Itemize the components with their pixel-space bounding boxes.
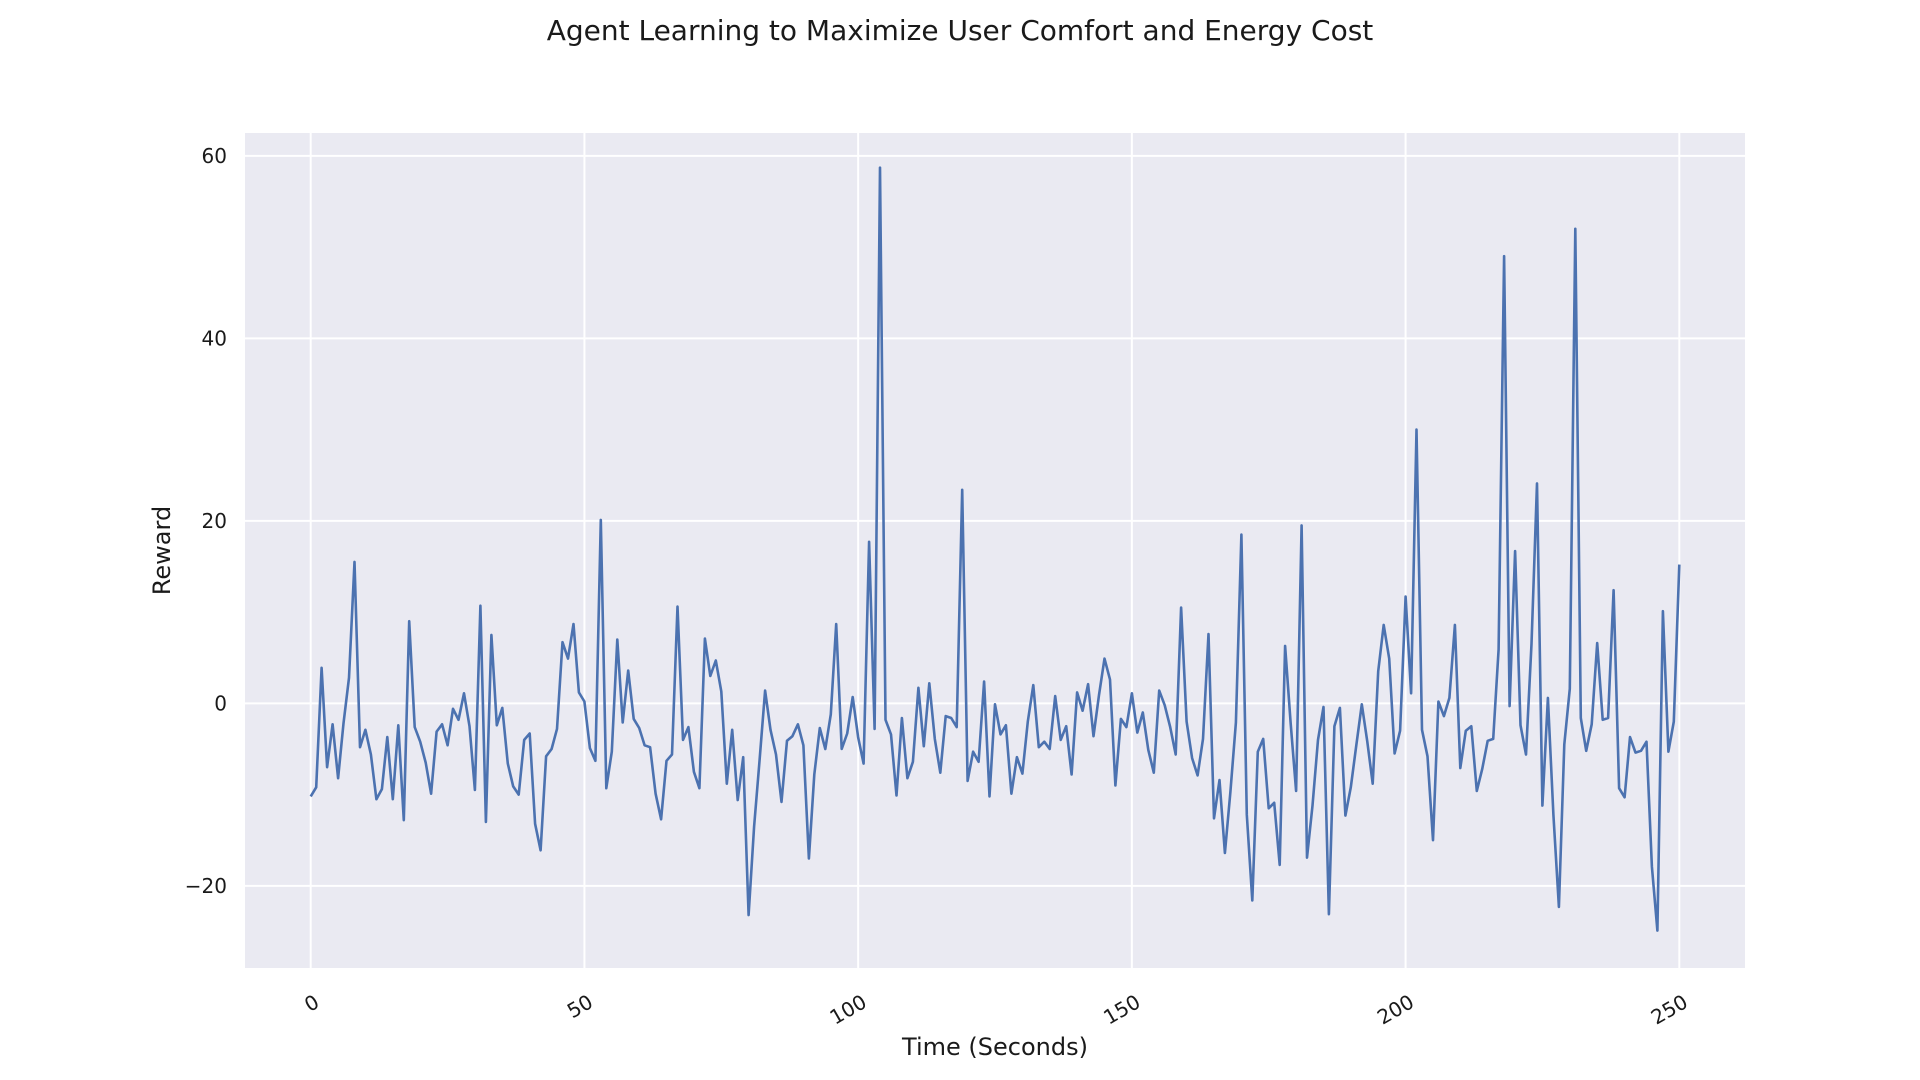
x-tick-label: 150 bbox=[1099, 990, 1144, 1030]
y-tick-label: 40 bbox=[202, 326, 227, 350]
series-line bbox=[309, 166, 1681, 932]
y-tick-label: 20 bbox=[202, 509, 227, 533]
y-tick-label: 60 bbox=[202, 144, 227, 168]
x-tick-label: 250 bbox=[1647, 990, 1692, 1030]
plot-area bbox=[245, 133, 1745, 968]
y-axis-label: Reward bbox=[148, 506, 176, 595]
x-axis-label: Time (Seconds) bbox=[901, 1033, 1088, 1061]
x-tick-label: 100 bbox=[826, 990, 871, 1030]
y-tick-label: −20 bbox=[185, 874, 227, 898]
chart-title: Agent Learning to Maximize User Comfort … bbox=[546, 14, 1374, 47]
x-tick-label: 200 bbox=[1373, 990, 1418, 1030]
series-layer bbox=[309, 166, 1681, 932]
x-tick-label: 0 bbox=[300, 990, 323, 1017]
x-tick-label: 50 bbox=[563, 990, 597, 1024]
y-tick-label: 0 bbox=[214, 691, 227, 715]
